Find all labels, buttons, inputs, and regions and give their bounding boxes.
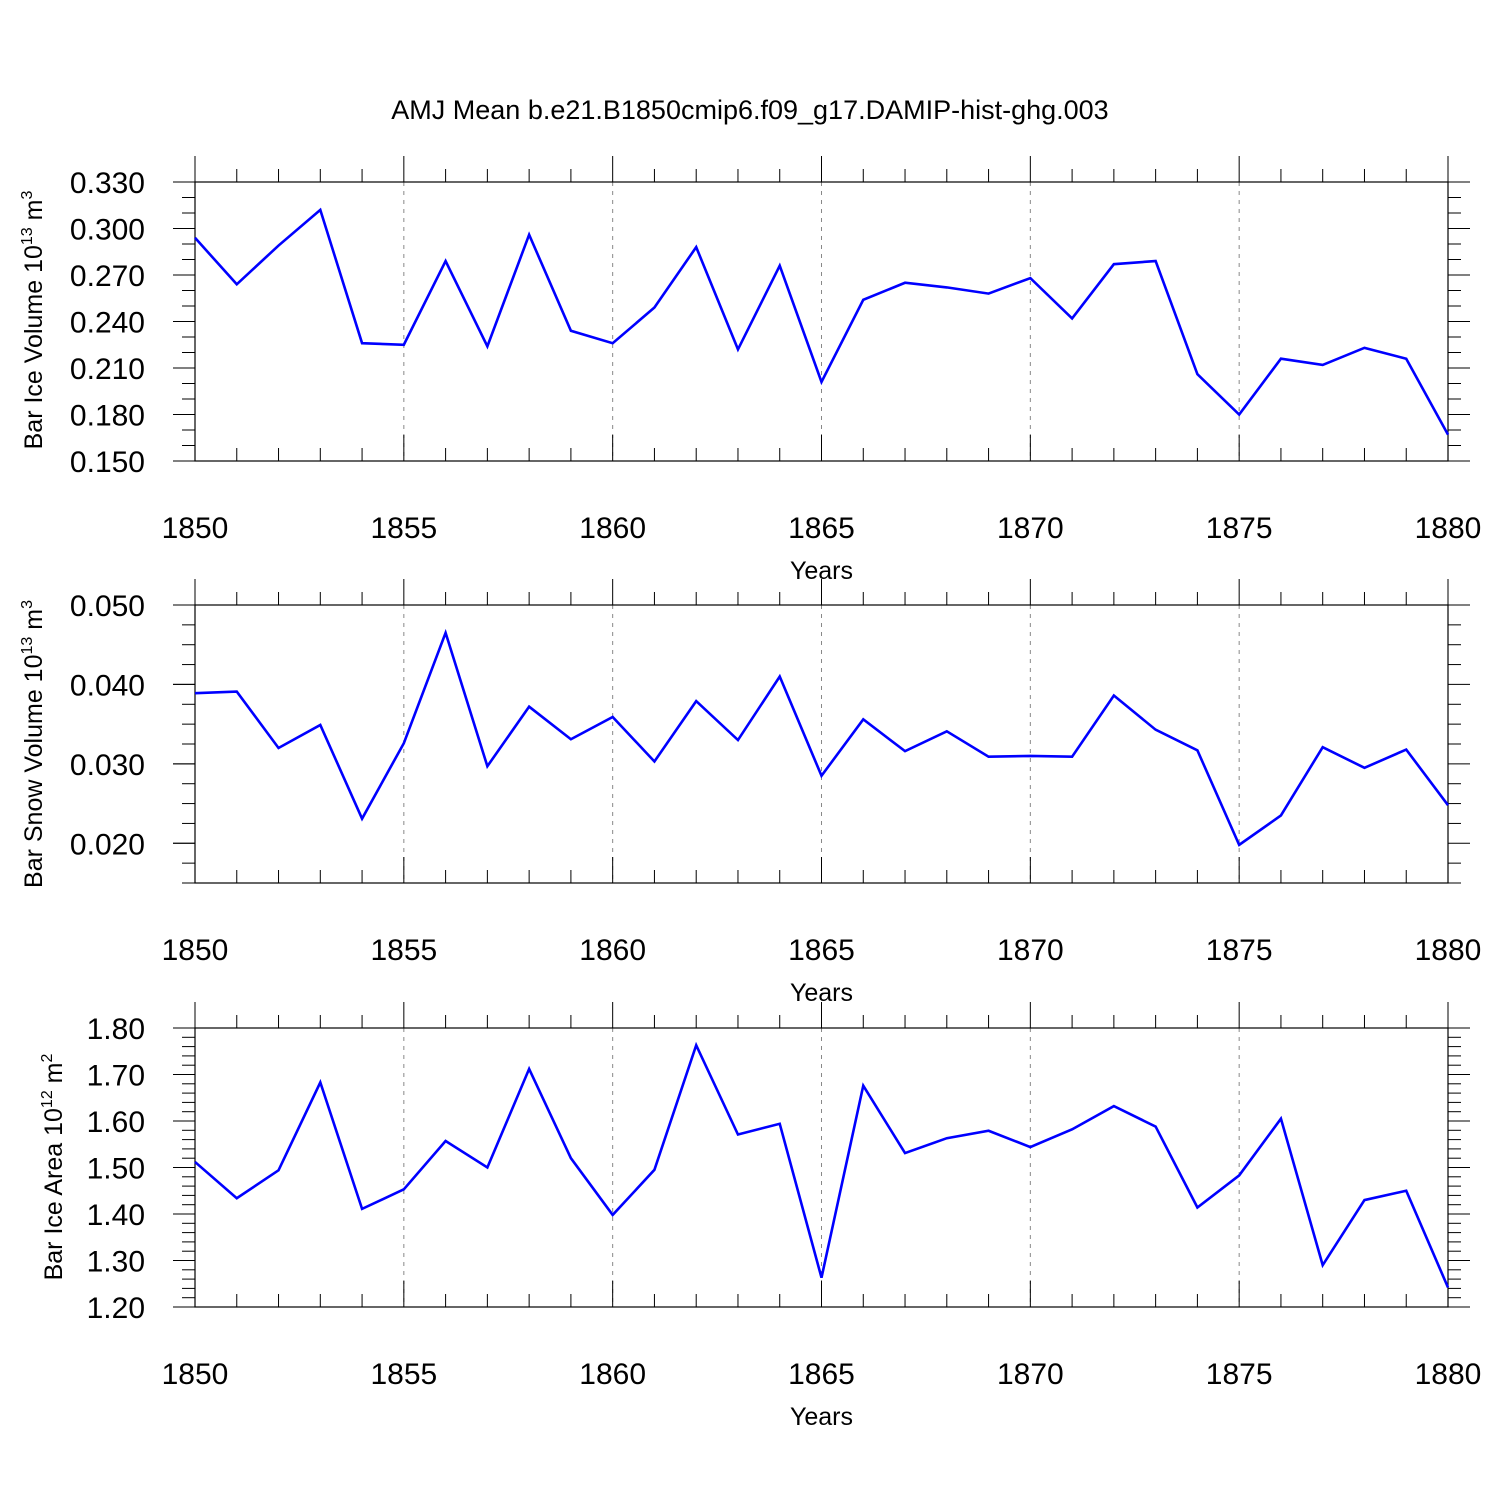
y-tick-label: 0.330 [70,167,145,200]
x-tick-label: 1860 [579,934,646,967]
x-tick-label: 1870 [997,512,1064,545]
chart-title: AMJ Mean b.e21.B1850cmip6.f09_g17.DAMIP-… [391,95,1108,125]
y-tick-label: 0.210 [70,353,145,386]
x-tick-label: 1855 [370,512,437,545]
x-tick-label: 1850 [162,512,229,545]
y-tick-label: 0.240 [70,307,145,340]
panel-snow-volume: 0.020 0.030 0.040 0.050 1850 1855 1860 1865 1870… [19,579,1481,1007]
x-tick-label: 1880 [1415,512,1482,545]
y-axis-title: Bar Snow Volume 1013 m3 [19,600,48,888]
x-tick-label: 1880 [1415,934,1482,967]
x-tick-label: 1855 [370,1358,437,1391]
plot-frame [194,1027,1449,1308]
y-tick-label: 1.50 [87,1153,145,1186]
y-axis-title: Bar Ice Area 1012 m2 [39,1054,68,1281]
x-tick-label: 1865 [788,512,855,545]
panel-ice-volume: 0.150 0.180 0.210 0.240 0.270 0.300 0.330 1850 1… [19,156,1481,585]
x-tick-label: 1875 [1206,934,1273,967]
x-tick-label: 1850 [162,934,229,967]
y-tick-label: 1.20 [87,1292,145,1325]
y-tick-label: 0.300 [70,214,145,247]
y-axis-title: Bar Ice Volume 1013 m3 [19,191,48,450]
x-tick-label: 1870 [997,934,1064,967]
x-tick-label: 1865 [788,934,855,967]
y-tick-label: 1.30 [87,1246,145,1279]
panel-ice-area: 1.20 1.30 1.40 1.50 1.60 1.70 1.80 1850 1855 1860… [39,1002,1481,1431]
y-tick-label: 0.150 [70,446,145,479]
x-tick-label: 1870 [997,1358,1064,1391]
y-tick-label: 0.030 [70,749,145,782]
x-tick-label: 1875 [1206,1358,1273,1391]
y-tick-label: 0.020 [70,828,145,861]
x-tick-label: 1865 [788,1358,855,1391]
y-tick-label: 1.40 [87,1199,145,1232]
plot-frame [194,181,1449,462]
y-tick-label: 0.180 [70,400,145,433]
x-tick-label: 1860 [579,512,646,545]
plot-frame [194,604,1449,884]
x-tick-label: 1850 [162,1358,229,1391]
y-tick-label: 0.270 [70,260,145,293]
x-tick-label: 1855 [370,934,437,967]
x-tick-label: 1880 [1415,1358,1482,1391]
y-tick-label: 1.70 [87,1060,145,1093]
y-tick-label: 0.050 [70,590,145,623]
y-tick-label: 1.60 [87,1106,145,1139]
x-tick-label: 1875 [1206,512,1273,545]
y-tick-label: 0.040 [70,669,145,702]
y-tick-label: 1.80 [87,1013,145,1046]
x-tick-label: 1860 [579,1358,646,1391]
x-axis-title: Years [790,1403,853,1431]
